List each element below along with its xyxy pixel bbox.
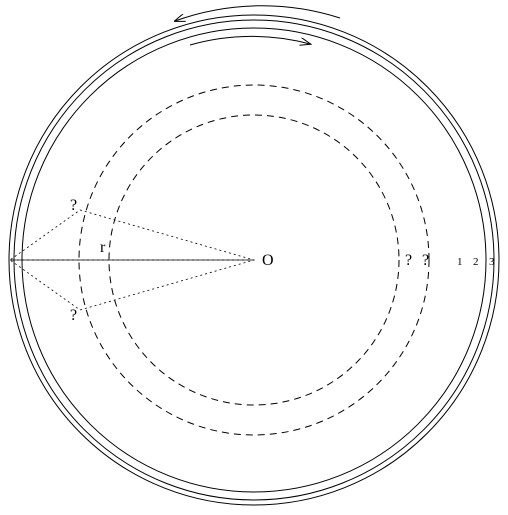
radius-label: r [100,239,106,256]
inner-rotation-arrow [190,36,310,45]
ring-number-2: 2 [473,256,479,268]
ring-number-1: 1 [457,256,463,268]
question-right-2: ? [422,252,429,269]
center-label: O [262,252,274,269]
question-bottom: ? [70,307,77,324]
question-right-1: ? [405,252,412,269]
outer-rotation-arrow [175,6,340,21]
question-top: ? [70,197,77,214]
ring-number-3: 3 [489,256,495,268]
